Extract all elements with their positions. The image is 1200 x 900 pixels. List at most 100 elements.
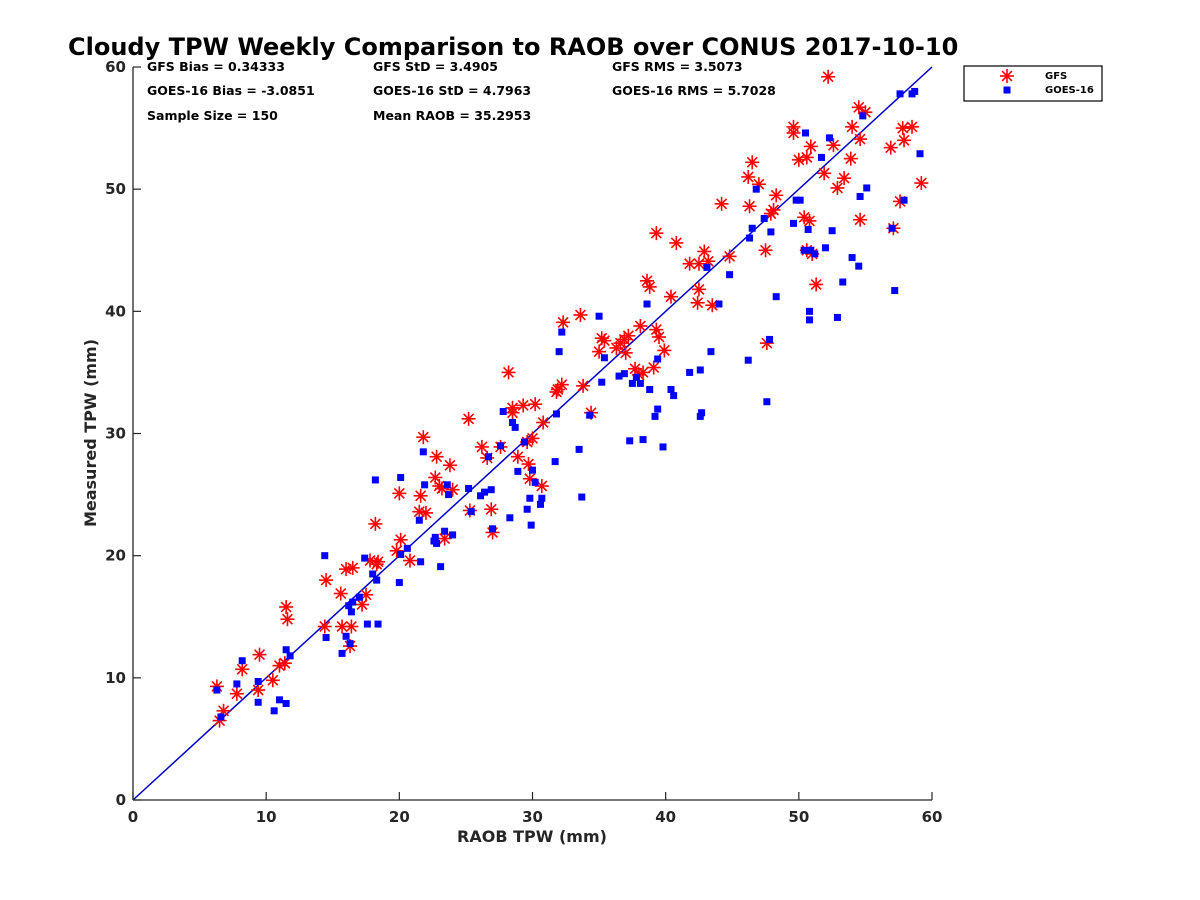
gfs-point (799, 150, 814, 165)
goes16-point (552, 410, 560, 418)
gfs-point (442, 458, 457, 473)
stat-sample-size: Sample Size = 150 (147, 108, 278, 123)
goes16-point (628, 379, 636, 387)
gfs-point (573, 307, 588, 322)
goes16-point (667, 386, 675, 394)
goes16-point (403, 544, 411, 552)
goes16-point (636, 379, 644, 387)
goes16-point (643, 300, 651, 308)
goes16-point (646, 386, 654, 394)
gfs-point (333, 586, 348, 601)
goes16-point (437, 563, 445, 571)
goes16-point (752, 185, 760, 193)
gfs-point (279, 599, 294, 614)
gfs-point (597, 333, 612, 348)
stat-gfs-bias: GFS Bias = 0.34333 (147, 59, 285, 74)
stat-goes-std: GOES-16 StD = 4.7963 (373, 83, 531, 98)
goes16-point (374, 620, 382, 628)
gfs-point (235, 662, 250, 677)
gfs-point (722, 249, 737, 264)
goes16-point (848, 254, 856, 262)
x-tick-label: 60 (922, 808, 943, 826)
goes16-point (527, 521, 535, 529)
gfs-point (646, 360, 661, 375)
x-tick-label: 40 (655, 808, 676, 826)
goes16-point (805, 316, 813, 324)
goes16-point (481, 488, 489, 496)
gfs-point (344, 619, 359, 634)
goes16-point (707, 348, 715, 356)
gfs-point (817, 166, 832, 181)
plot-area (132, 66, 933, 801)
goes16-point (715, 300, 723, 308)
goes16-point (703, 263, 711, 271)
legend-goes16-marker (1003, 86, 1011, 94)
goes16-point (792, 196, 800, 204)
goes16-point (744, 356, 752, 364)
goes16-point (748, 224, 756, 232)
goes16-point (275, 696, 283, 704)
goes16-point (322, 634, 330, 642)
gfs-point (413, 488, 428, 503)
legend-gfs-asterisk (1000, 69, 1014, 83)
goes16-point (465, 484, 473, 492)
gfs-point (714, 196, 729, 211)
x-axis-label: RAOB TPW (mm) (457, 827, 607, 846)
goes16-point (600, 354, 608, 362)
gfs-point (429, 449, 444, 464)
goes16-point (575, 445, 583, 453)
x-tick-label: 20 (389, 808, 410, 826)
goes16-point (801, 129, 809, 137)
gfs-point (618, 345, 633, 360)
gfs-point (691, 282, 706, 297)
y-tick-label: 40 (105, 302, 126, 320)
goes16-point (526, 494, 534, 502)
legend-box (963, 65, 1103, 102)
goes16-point (371, 476, 379, 484)
goes16-point (531, 478, 539, 486)
goes16-point (766, 335, 774, 343)
goes16-point (477, 492, 485, 500)
gfs-point (525, 431, 540, 446)
gfs-point (682, 256, 697, 271)
gfs-point (669, 235, 684, 250)
gfs-point (652, 329, 667, 344)
goes16-point (686, 368, 694, 376)
gfs-point (845, 119, 860, 134)
goes16-point (397, 473, 405, 481)
goes16-point (551, 458, 559, 466)
goes16-point (397, 550, 405, 558)
goes16-point (811, 250, 819, 258)
goes16-point (651, 412, 659, 420)
goes16-point (489, 525, 497, 533)
gfs-point (371, 554, 386, 569)
goes16-point (395, 579, 403, 587)
goes16-point (726, 271, 734, 279)
stat-mean-raob: Mean RAOB = 35.2953 (373, 108, 531, 123)
gfs-point (690, 295, 705, 310)
goes16-point (443, 481, 451, 489)
goes16-point (654, 405, 662, 413)
goes16-point (349, 598, 357, 606)
gfs-point (516, 398, 531, 413)
goes16-point (338, 649, 346, 657)
gfs-point (319, 573, 334, 588)
goes16-point (696, 412, 704, 420)
goes16-point (445, 491, 453, 499)
goes16-point (217, 713, 225, 721)
goes16-point (521, 438, 529, 446)
goes16-point (760, 214, 768, 222)
goes16-point (796, 196, 804, 204)
goes16-point (807, 246, 815, 254)
goes16-point (825, 134, 833, 142)
goes16-series (213, 87, 924, 721)
goes16-point (321, 552, 329, 560)
goes16-point (506, 514, 514, 522)
gfs-point (416, 430, 431, 445)
gfs-point (251, 683, 266, 698)
gfs-point (556, 315, 571, 330)
goes16-point (286, 652, 294, 660)
gfs-point (252, 647, 267, 662)
gfs-point (905, 119, 920, 134)
